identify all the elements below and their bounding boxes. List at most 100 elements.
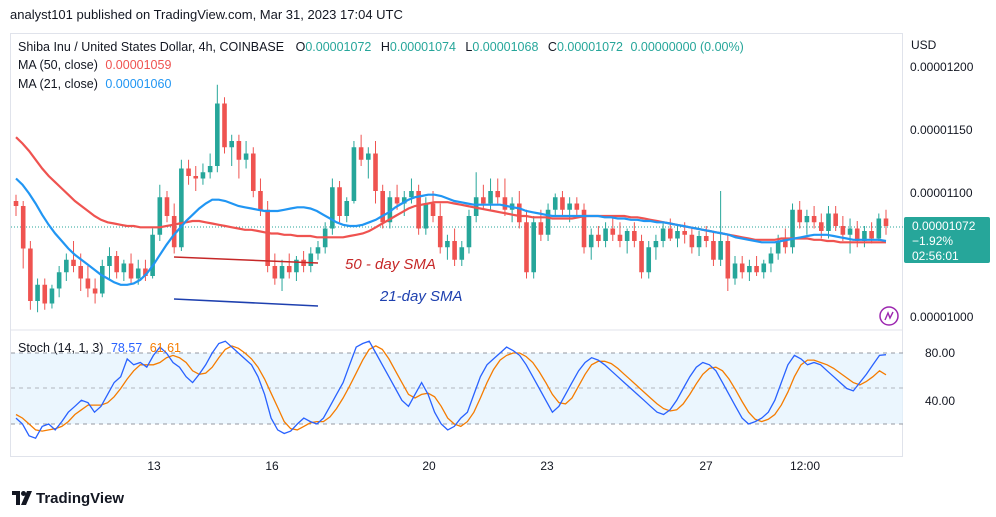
candle-body[interactable] [632,231,637,241]
candle-body[interactable] [128,263,134,279]
candle-body[interactable] [667,228,673,239]
candle-body[interactable] [380,191,385,223]
candle-body[interactable] [387,197,393,223]
candle-body[interactable] [818,222,824,231]
candle-body[interactable] [718,241,723,260]
candle-body[interactable] [524,222,529,273]
candle-body[interactable] [157,197,163,235]
candle-body[interactable] [143,268,148,277]
candle-body[interactable] [459,247,465,260]
candle-body[interactable] [243,153,249,160]
candle-body[interactable] [409,191,414,198]
candle-body[interactable] [725,241,731,279]
candle-body[interactable] [401,197,407,204]
candle-body[interactable] [739,263,745,273]
candle-body[interactable] [696,236,702,248]
candle-body[interactable] [466,216,472,248]
candle-body[interactable] [711,241,716,260]
candle-body[interactable] [754,266,759,273]
candle-body[interactable] [876,218,882,239]
candle-body[interactable] [847,228,853,235]
candle-body[interactable] [56,272,62,289]
candle-body[interactable] [675,231,680,239]
candle-body[interactable] [92,288,98,294]
candle-body[interactable] [279,266,285,279]
candle-body[interactable] [394,197,400,204]
candle-body[interactable] [481,197,486,204]
candle-body[interactable] [42,284,48,304]
candle-body[interactable] [13,201,19,206]
candle-body[interactable] [574,203,580,210]
candle-body[interactable] [337,187,342,216]
candle-body[interactable] [135,268,141,279]
candle-body[interactable] [207,166,213,173]
candle-body[interactable] [452,241,457,260]
candle-body[interactable] [330,187,335,229]
candle-body[interactable] [552,197,558,210]
candle-body[interactable] [797,209,803,223]
candle-body[interactable] [639,241,644,273]
candle-body[interactable] [416,191,421,229]
candle-body[interactable] [78,266,84,279]
candle-body[interactable] [588,234,594,248]
candle-body[interactable] [445,241,450,248]
candle-body[interactable] [775,241,781,254]
candle-body[interactable] [121,263,127,273]
tradingview-brand[interactable]: TradingView [36,490,125,507]
candle-body[interactable] [366,153,371,160]
candle-body[interactable] [308,253,314,267]
ma50-legend[interactable]: MA (50, close) 0.00001059 [18,58,171,72]
ma21-legend[interactable]: MA (21, close) 0.00001060 [18,77,171,91]
candle-body[interactable] [682,231,687,235]
candle-body[interactable] [258,191,263,210]
candle-body[interactable] [531,222,536,273]
candle-body[interactable] [624,231,630,241]
alert-icon[interactable] [879,306,899,326]
tradingview-logo-icon[interactable] [12,491,34,505]
candle-body[interactable] [826,213,831,232]
candle-body[interactable] [581,209,587,248]
candle-body[interactable] [862,231,867,241]
candle-body[interactable] [804,216,810,223]
candle-body[interactable] [768,253,774,264]
candle-body[interactable] [286,266,292,273]
candle-body[interactable] [373,153,378,192]
candle-body[interactable] [193,176,199,179]
candle-body[interactable] [315,247,321,254]
candle-body[interactable] [567,203,572,210]
candle-body[interactable] [351,147,357,201]
candle-body[interactable] [114,256,119,273]
candle-body[interactable] [689,234,695,248]
candle-body[interactable] [761,263,767,273]
candle-body[interactable] [294,259,299,273]
candle-body[interactable] [603,228,608,242]
candle-body[interactable] [20,206,26,249]
candle-body[interactable] [150,234,155,276]
candle-body[interactable] [538,222,544,235]
candle-body[interactable] [430,203,436,217]
candle-body[interactable] [495,191,501,198]
candle-body[interactable] [423,203,429,229]
candle-body[interactable] [517,203,522,223]
candle-body[interactable] [35,284,40,301]
candle-body[interactable] [99,266,105,294]
candle-body[interactable] [215,103,220,167]
candle-body[interactable] [28,248,33,302]
candle-body[interactable] [811,216,817,223]
candle-body[interactable] [179,168,184,248]
candle-body[interactable] [869,231,874,239]
candle-body[interactable] [653,241,659,248]
candle-body[interactable] [502,197,508,210]
candle-body[interactable] [265,209,270,266]
candle-body[interactable] [107,256,112,266]
candle-body[interactable] [49,288,55,304]
candle-body[interactable] [164,197,170,216]
candle-body[interactable] [85,278,91,289]
candle-body[interactable] [200,172,206,179]
candle-body[interactable] [783,241,788,248]
candle-body[interactable] [64,259,69,273]
candle-body[interactable] [236,141,242,160]
candle-body[interactable] [703,236,709,241]
candle-body[interactable] [840,226,846,235]
